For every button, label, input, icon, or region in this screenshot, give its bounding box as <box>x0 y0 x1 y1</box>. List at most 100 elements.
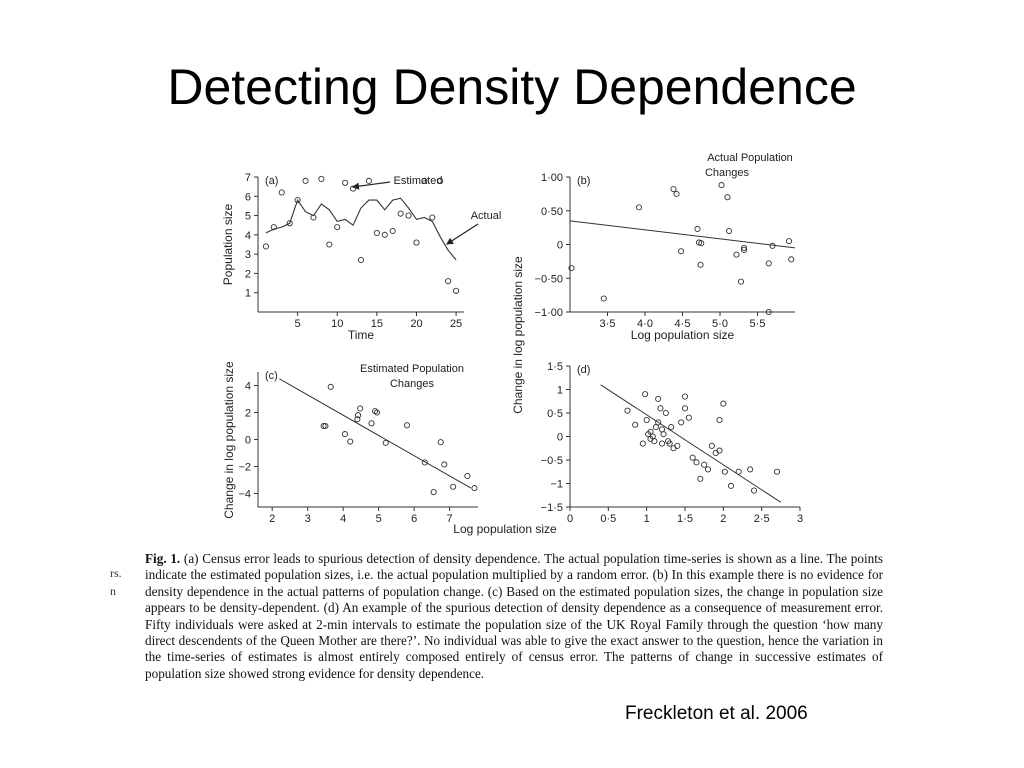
data-point-estimated <box>389 227 396 235</box>
y-tick-label: −1·5 <box>541 502 563 514</box>
data-point <box>716 447 723 454</box>
data-point-estimated <box>318 175 325 182</box>
panel-annotation: Actual <box>471 210 502 222</box>
data-point <box>681 405 689 412</box>
shared-x-axis-label: Log population size <box>453 522 557 536</box>
y-tick-label: 0·5 <box>547 408 563 420</box>
y-tick-label: 4 <box>245 381 251 393</box>
y-tick-label: 4 <box>245 230 251 242</box>
data-point <box>341 431 348 438</box>
data-point <box>372 408 379 415</box>
regression-line <box>600 384 782 503</box>
data-point-estimated <box>453 287 460 294</box>
data-point-estimated <box>373 229 380 236</box>
data-point <box>373 409 380 416</box>
data-point <box>657 405 664 412</box>
data-point-estimated <box>365 177 372 184</box>
y-tick-label: 0 <box>245 435 251 447</box>
y-tick-label: 5 <box>245 211 251 223</box>
data-point <box>765 260 772 267</box>
x-tick-label: 2 <box>720 513 726 525</box>
y-tick-label: −1·00 <box>535 307 563 319</box>
data-point-estimated <box>326 241 333 248</box>
y-tick-label: 1·5 <box>547 361 563 373</box>
data-point <box>697 475 704 482</box>
x-tick-label: 3·5 <box>600 318 616 330</box>
data-point <box>701 461 708 468</box>
data-point <box>658 440 666 447</box>
data-point <box>347 438 354 445</box>
data-point-estimated <box>445 278 452 285</box>
x-tick-label: 5·0 <box>712 318 728 330</box>
x-tick-label: 1 <box>644 513 650 525</box>
data-point-estimated <box>381 231 388 238</box>
data-point <box>327 383 334 390</box>
data-point-estimated <box>286 220 293 227</box>
data-point-estimated <box>437 177 444 184</box>
data-point <box>720 400 727 407</box>
data-point <box>788 256 795 263</box>
regression-line <box>279 378 472 489</box>
data-point <box>403 422 411 429</box>
data-point <box>355 412 362 419</box>
x-tick-label: 5 <box>295 318 301 330</box>
x-tick-label: 10 <box>331 318 343 330</box>
data-point <box>670 445 677 452</box>
y-tick-label: 0 <box>557 240 563 252</box>
data-point <box>678 419 685 426</box>
panel-annotation: Changes <box>390 378 435 390</box>
data-point <box>721 468 728 475</box>
data-point <box>718 182 725 189</box>
data-point <box>733 251 740 258</box>
data-point <box>674 442 681 449</box>
margin-fragment: n <box>110 584 116 598</box>
data-point <box>660 431 667 438</box>
data-point <box>662 409 669 417</box>
y-tick-label: −0·50 <box>535 273 563 285</box>
data-point <box>639 440 646 447</box>
y-tick-label: 3 <box>245 249 251 261</box>
data-point <box>568 265 575 272</box>
data-point <box>652 424 659 431</box>
x-tick-label: 15 <box>371 318 383 330</box>
panel-label: (d) <box>577 364 590 376</box>
data-point <box>647 428 654 435</box>
x-tick-label: 6 <box>411 513 417 525</box>
data-point-estimated <box>310 214 317 221</box>
x-tick-label: 0 <box>567 513 573 525</box>
x-tick-label: 3 <box>797 513 803 525</box>
data-point-estimated <box>270 224 277 231</box>
regression-line <box>569 220 796 249</box>
data-point <box>727 482 735 489</box>
data-point <box>643 416 650 424</box>
data-point <box>708 442 715 449</box>
x-tick-label: 4 <box>340 513 346 525</box>
panel-annotation: Estimated Population <box>360 363 464 375</box>
data-point-estimated <box>397 210 404 217</box>
data-point <box>698 240 705 247</box>
y-tick-label: 1 <box>245 288 251 300</box>
panel-label: (b) <box>577 175 590 187</box>
y-tick-label: −4 <box>238 489 251 501</box>
x-tick-label: 4·5 <box>675 318 691 330</box>
data-point <box>655 395 662 402</box>
slide-title: Detecting Density Dependence <box>167 59 857 115</box>
data-point <box>689 454 696 461</box>
y-tick-label: 0·50 <box>541 206 563 218</box>
data-point <box>322 422 329 430</box>
shared-y-axis-label-left: Change in log population size <box>222 361 236 519</box>
data-point <box>354 416 361 423</box>
x-tick-label: 4·0 <box>637 318 653 330</box>
data-point <box>725 227 733 235</box>
panel-annotation: Changes <box>705 167 750 179</box>
data-point <box>670 186 677 193</box>
data-point <box>747 466 754 473</box>
data-point <box>737 278 745 285</box>
y-tick-label: 1·00 <box>541 172 563 184</box>
data-point-estimated <box>262 243 269 250</box>
data-point-estimated <box>302 177 309 184</box>
data-point <box>357 405 364 412</box>
data-point <box>697 261 704 268</box>
y-tick-label: −2 <box>238 462 251 474</box>
